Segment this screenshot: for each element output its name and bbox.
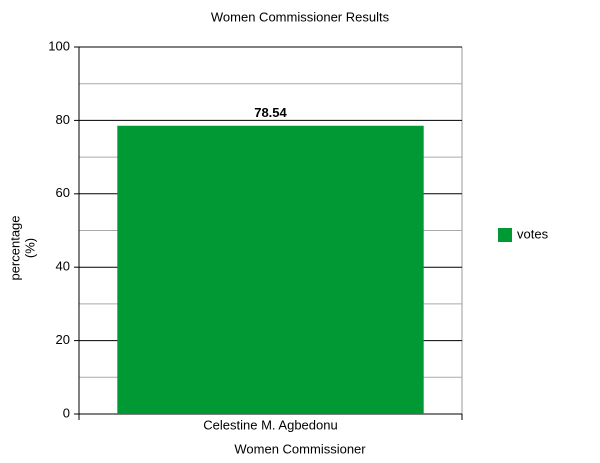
legend-swatch bbox=[498, 228, 512, 242]
x-axis-title: Women Commissioner bbox=[234, 441, 366, 456]
bar bbox=[117, 125, 424, 414]
y-axis-title-line: percentage bbox=[7, 215, 22, 280]
y-tick-label: 20 bbox=[56, 332, 70, 347]
chart-title: Women Commissioner Results bbox=[211, 9, 390, 24]
x-tick-label: Celestine M. Agbedonu bbox=[203, 417, 337, 432]
legend-label: votes bbox=[517, 226, 549, 241]
y-tick-label: 0 bbox=[63, 405, 70, 420]
y-tick-label: 80 bbox=[56, 112, 70, 127]
y-tick-label: 100 bbox=[48, 38, 70, 53]
y-axis-title: percentage (%) bbox=[7, 215, 37, 280]
y-axis-title-line: (%) bbox=[22, 238, 37, 258]
data-label: 78.54 bbox=[254, 105, 287, 120]
y-tick-label: 60 bbox=[56, 185, 70, 200]
y-tick-label: 40 bbox=[56, 259, 70, 274]
